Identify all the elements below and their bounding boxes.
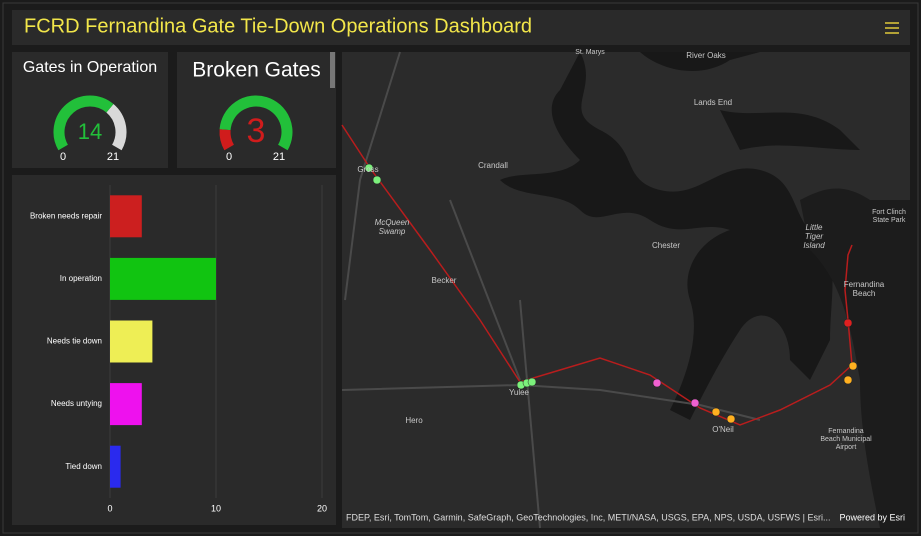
header-bar xyxy=(12,10,910,45)
map-label: Hero xyxy=(405,416,423,425)
chart-panel xyxy=(12,175,336,525)
gate-point[interactable] xyxy=(652,378,662,388)
map-label: Fort Clinch xyxy=(872,209,906,216)
bar xyxy=(110,445,121,488)
rail-line xyxy=(341,124,853,426)
map-label: Little xyxy=(806,223,823,232)
bar xyxy=(110,320,153,363)
menu-icon[interactable] xyxy=(885,22,899,34)
map-label: Chester xyxy=(652,241,680,250)
gate-point[interactable] xyxy=(690,398,700,408)
gauge-panel xyxy=(12,52,168,168)
gauge-rest xyxy=(219,95,293,151)
gauge-arc xyxy=(219,129,235,151)
gate-point[interactable] xyxy=(527,377,537,387)
map-label: Island xyxy=(803,241,825,250)
header-title: FCRD Fernandina Gate Tie-Down Operations… xyxy=(24,15,532,37)
y-tick-label: Needs tie down xyxy=(47,337,102,346)
gauge-max: 21 xyxy=(107,151,119,163)
gate-point[interactable] xyxy=(364,163,374,173)
water xyxy=(500,52,833,420)
map-label: State Park xyxy=(873,217,906,224)
road xyxy=(341,51,761,529)
map-label: Beach Municipal xyxy=(820,436,872,443)
map-powered-by[interactable]: Powered by Esri xyxy=(839,512,905,522)
gate-point[interactable] xyxy=(372,175,382,185)
map-attribution: FDEP, Esri, TomTom, Garmin, SafeGraph, G… xyxy=(346,512,830,522)
map-label: Gross xyxy=(357,165,378,174)
map-label: Fernandina xyxy=(828,428,864,435)
map-label: Yulee xyxy=(509,388,530,397)
y-tick-label: Tied down xyxy=(65,462,102,471)
map-label: Tiger xyxy=(805,232,823,241)
x-tick-label: 10 xyxy=(211,503,221,513)
gauge-min: 0 xyxy=(226,151,232,163)
map-label: Swamp xyxy=(379,227,406,236)
map-label: O'Neil xyxy=(712,425,734,434)
gauge-value: 3 xyxy=(247,112,266,150)
map-label: McQueen xyxy=(375,218,410,227)
bar xyxy=(110,195,142,238)
x-tick-label: 0 xyxy=(107,503,112,513)
gauge-rest xyxy=(106,104,127,151)
y-tick-label: Broken needs repair xyxy=(30,211,102,220)
gauge-panel xyxy=(177,52,336,168)
gauge-title: Gates in Operation xyxy=(23,59,157,76)
gate-points xyxy=(364,163,858,424)
gauge-min: 0 xyxy=(60,151,66,163)
gate-point[interactable] xyxy=(843,318,853,328)
map-label: Crandall xyxy=(478,161,508,170)
gate-point[interactable] xyxy=(711,407,721,417)
map-label: Lands End xyxy=(694,98,732,107)
y-tick-label: In operation xyxy=(60,274,102,283)
y-tick-label: Needs untying xyxy=(51,399,102,408)
map-label: Beach xyxy=(853,289,876,298)
gauge-value: 14 xyxy=(78,119,102,144)
gate-point[interactable] xyxy=(726,414,736,424)
gauge-arc xyxy=(53,95,114,151)
map-label: Airport xyxy=(836,444,857,451)
water xyxy=(800,188,910,528)
x-tick-label: 20 xyxy=(317,503,327,513)
gate-point[interactable] xyxy=(843,375,853,385)
gate-point[interactable] xyxy=(848,361,858,371)
map-label: River Oaks xyxy=(686,51,726,60)
map-label: Fernandina xyxy=(844,280,885,289)
map-label: St. Marys xyxy=(575,49,605,56)
gauge-title: Broken Gates xyxy=(192,59,320,82)
bar xyxy=(110,383,142,426)
map-features xyxy=(341,51,910,529)
bar xyxy=(110,257,216,300)
map-label: Becker xyxy=(432,276,457,285)
water xyxy=(640,52,860,150)
scrollbar[interactable] xyxy=(330,52,335,88)
gauge-max: 21 xyxy=(273,151,285,163)
